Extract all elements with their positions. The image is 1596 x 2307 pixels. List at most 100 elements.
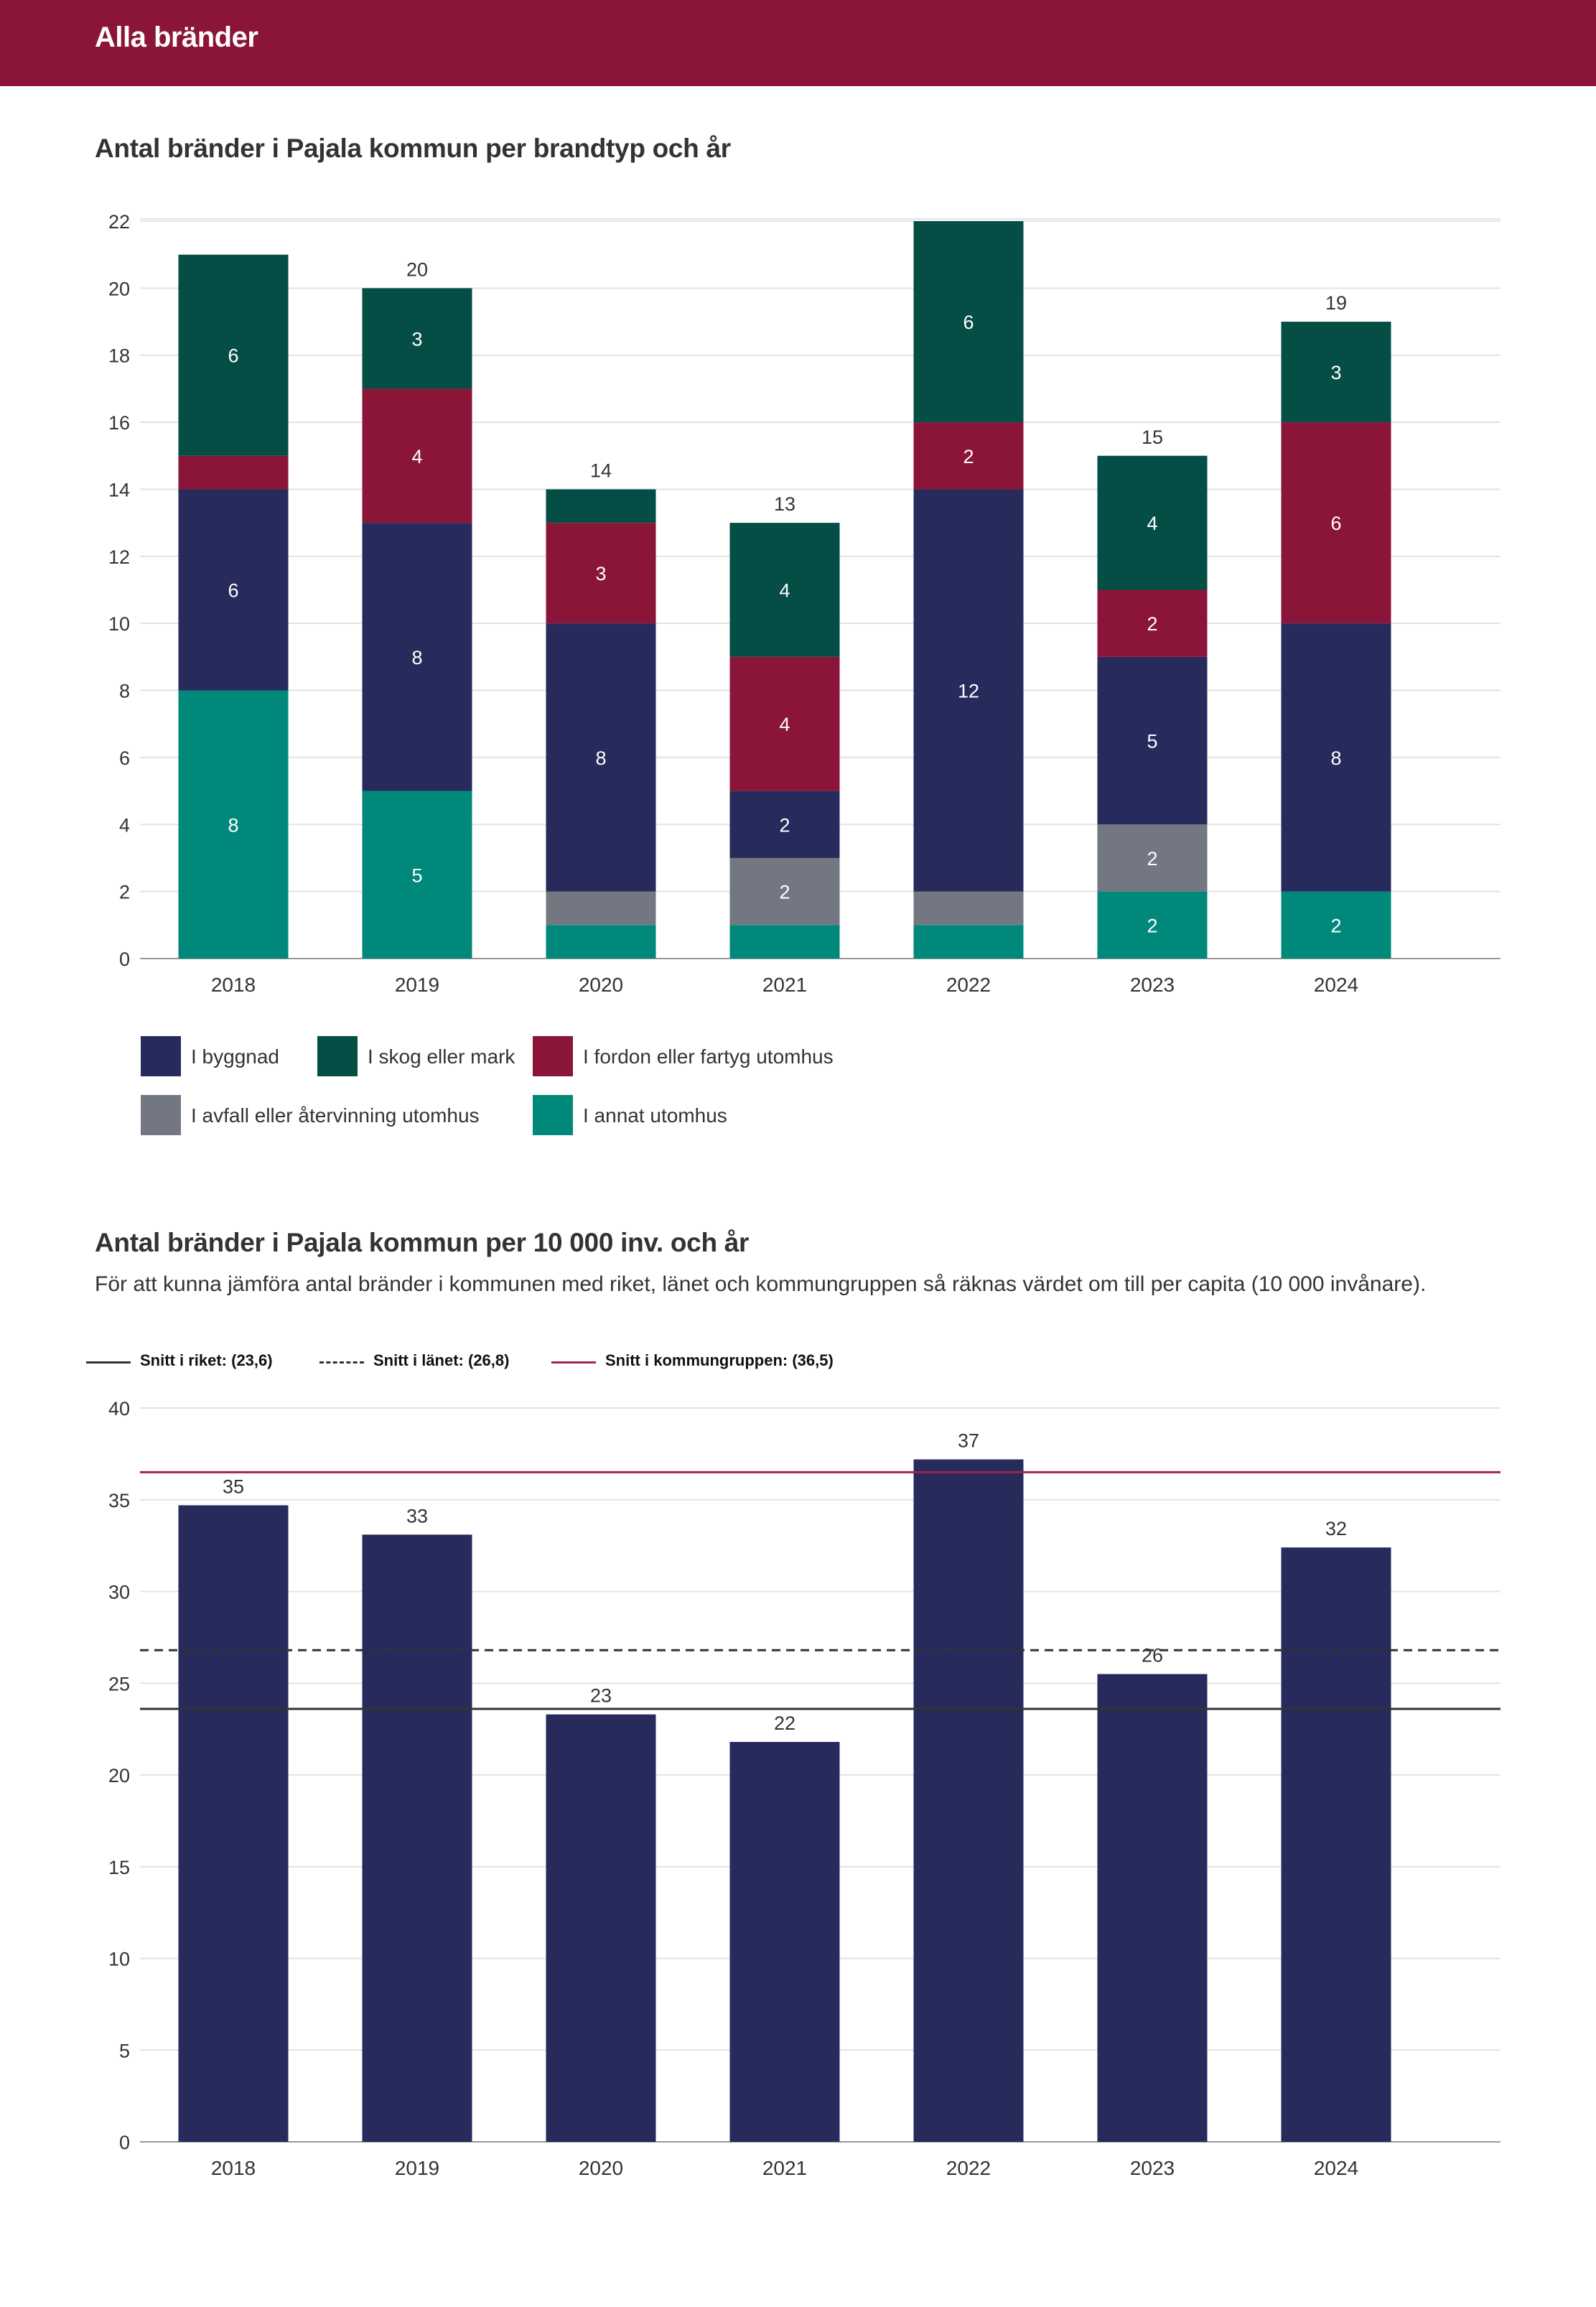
y-tick-label: 20 — [108, 1765, 130, 1786]
legend-label-kommungrupp: Snitt i kommungruppen: (36,5) — [605, 1351, 834, 1369]
bar-2024 — [1281, 1547, 1391, 2142]
bar-segment-byggnad-2020 — [546, 623, 656, 892]
total-label: 14 — [590, 460, 612, 481]
segment-label: 4 — [1147, 513, 1157, 534]
legend-label-avfall: I avfall eller återvinning utomhus — [191, 1104, 480, 1127]
segment-label: 8 — [1330, 747, 1341, 769]
segment-label: 3 — [595, 563, 606, 584]
segment-label: 2 — [1147, 613, 1157, 635]
segment-label: 6 — [1330, 513, 1341, 534]
x-tick-label: 2020 — [579, 2157, 623, 2179]
page-header: Alla bränder — [0, 0, 1596, 86]
legend-swatch-annat — [533, 1095, 573, 1135]
bar-2020 — [546, 1714, 656, 2142]
segment-label: 8 — [228, 814, 238, 836]
chart1-heading: Antal bränder i Pajala kommun per brandt… — [95, 134, 731, 163]
chart2-subtitle: För att kunna jämföra antal bränder i ko… — [95, 1272, 1427, 1296]
segment-label: 5 — [1147, 731, 1157, 752]
x-tick-label: 2019 — [395, 2157, 439, 2179]
bar-segment-byggnad-2022 — [913, 489, 1024, 892]
x-tick-label: 2024 — [1314, 2157, 1358, 2179]
segment-label: 4 — [411, 446, 422, 467]
bar-segment-avfall-2022 — [913, 891, 1024, 926]
y-tick-label: 30 — [108, 1582, 130, 1603]
bar-segment-skog-2022 — [913, 221, 1024, 423]
chart2-heading: Antal bränder i Pajala kommun per 10 000… — [95, 1228, 750, 1257]
legend-item-riket: Snitt i riket: (23,6) — [86, 1351, 302, 1373]
segment-label: 6 — [963, 312, 974, 333]
segment-label: 2 — [1147, 848, 1157, 870]
legend-item-lanet: Snitt i länet: (26,8) — [319, 1351, 549, 1373]
segment-label: 2 — [963, 446, 974, 467]
y-tick-label: 22 — [108, 211, 130, 233]
legend-label-lanet: Snitt i länet: (26,8) — [373, 1351, 510, 1369]
x-tick-label: 2020 — [579, 974, 623, 996]
bar-segment-skog-2020 — [546, 489, 656, 523]
total-label: 20 — [406, 258, 428, 280]
bar-segment-fordon-2022 — [913, 422, 1024, 490]
bar-2018 — [178, 1505, 289, 2142]
value-label: 32 — [1325, 1518, 1347, 1539]
segment-label: 3 — [411, 328, 422, 350]
bar-segment-byggnad-2023 — [1097, 656, 1208, 825]
segment-label: 2 — [1330, 915, 1341, 936]
y-tick-label: 5 — [119, 2040, 130, 2061]
x-tick-label: 2022 — [946, 2157, 991, 2179]
bar-2019 — [362, 1534, 472, 2142]
segment-label: 6 — [228, 580, 238, 602]
bar-segment-annat-2020 — [546, 925, 656, 959]
bar-segment-annat-2021 — [729, 925, 840, 959]
y-tick-label: 35 — [108, 1490, 130, 1511]
value-label: 37 — [958, 1430, 979, 1452]
bar-segment-fordon-2024 — [1281, 422, 1391, 624]
x-tick-label: 2018 — [211, 2157, 256, 2179]
x-tick-label: 2018 — [211, 974, 256, 996]
y-tick-label: 16 — [108, 412, 130, 434]
y-tick-label: 10 — [108, 1949, 130, 1970]
stacked-bar-chart: 0246810121416182022866201858432020198314… — [108, 211, 1501, 996]
legend-swatch-byggnad — [141, 1036, 181, 1076]
bar-segment-annat-2024 — [1281, 891, 1391, 959]
bar-segment-fordon-2023 — [1097, 589, 1208, 657]
y-tick-label: 12 — [108, 546, 130, 568]
legend-label-annat: I annat utomhus — [583, 1104, 727, 1127]
value-label: 35 — [223, 1476, 244, 1497]
y-tick-label: 18 — [108, 345, 130, 367]
legend-swatch-fordon — [533, 1036, 573, 1076]
y-tick-label: 6 — [119, 747, 130, 769]
legend-label-fordon: I fordon eller fartyg utomhus — [583, 1045, 834, 1068]
y-tick-label: 0 — [119, 949, 130, 970]
bar-segment-skog-2024 — [1281, 322, 1391, 423]
total-label: 15 — [1142, 427, 1163, 448]
value-label: 23 — [590, 1685, 612, 1707]
segment-label: 2 — [1147, 915, 1157, 936]
bar-segment-fordon-2019 — [362, 388, 472, 523]
bar-segment-fordon-2018 — [178, 455, 289, 490]
bar-segment-skog-2019 — [362, 288, 472, 389]
segment-label: 6 — [228, 345, 238, 367]
value-label: 22 — [774, 1712, 795, 1734]
value-label: 26 — [1142, 1644, 1163, 1666]
legend-line-kommungrupp — [551, 1361, 596, 1364]
bar-2023 — [1097, 1674, 1208, 2142]
legend-item-kommungrupp: Snitt i kommungruppen: (36,5) — [551, 1351, 853, 1373]
x-tick-label: 2019 — [395, 974, 439, 996]
bar-segment-avfall-2023 — [1097, 824, 1208, 892]
bar-2021 — [729, 1742, 840, 2142]
segment-label: 4 — [779, 714, 790, 735]
y-tick-label: 20 — [108, 278, 130, 299]
segment-label: 12 — [958, 681, 979, 702]
legend-label-byggnad: I byggnad — [191, 1045, 279, 1068]
bar-segment-skog-2021 — [729, 523, 840, 657]
x-tick-label: 2023 — [1130, 2157, 1175, 2179]
y-tick-label: 15 — [108, 1857, 130, 1878]
bar-segment-byggnad-2024 — [1281, 623, 1391, 892]
value-label: 33 — [406, 1505, 428, 1527]
y-tick-label: 40 — [108, 1398, 130, 1420]
bar-segment-fordon-2021 — [729, 656, 840, 791]
legend-line-riket — [86, 1361, 131, 1364]
segment-label: 3 — [1330, 362, 1341, 383]
y-tick-label: 14 — [108, 479, 130, 500]
y-tick-label: 10 — [108, 613, 130, 635]
x-tick-label: 2021 — [762, 2157, 807, 2179]
